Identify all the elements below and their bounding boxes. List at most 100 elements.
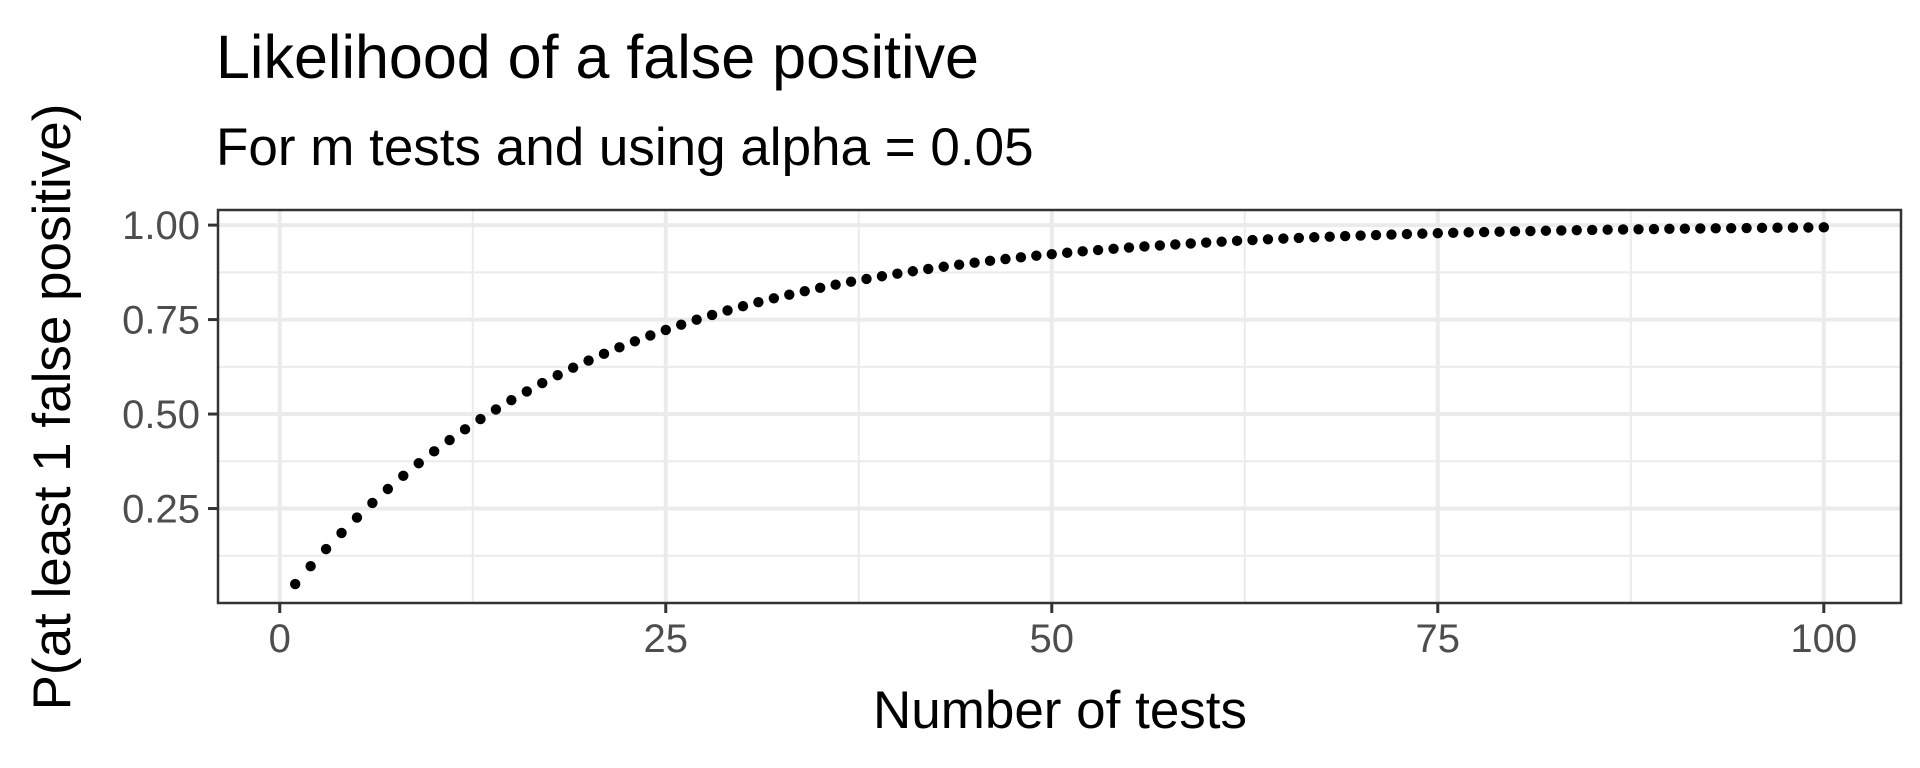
- data-point: [459, 424, 471, 435]
- data-point: [1262, 234, 1274, 245]
- data-point: [1602, 224, 1613, 235]
- data-point: [953, 259, 965, 270]
- data-point: [444, 434, 455, 446]
- data-point: [1077, 246, 1088, 257]
- data-point: [629, 336, 641, 347]
- data-point: [1247, 234, 1258, 246]
- data-point: [506, 394, 517, 406]
- x-tick-label: 100: [1790, 617, 1857, 661]
- y-tick-label: 1.00: [122, 204, 200, 248]
- data-point: [892, 268, 903, 279]
- data-point: [413, 458, 424, 469]
- data-point: [1216, 236, 1227, 247]
- data-point: [691, 314, 702, 325]
- data-point: [1139, 241, 1150, 252]
- data-point: [845, 276, 857, 287]
- data-point: [1108, 243, 1119, 255]
- data-point: [1339, 230, 1351, 242]
- data-point: [1586, 224, 1598, 236]
- data-point: [583, 355, 594, 366]
- y-axis-title: P(at least 1 false positive): [23, 104, 82, 711]
- data-point: [753, 296, 764, 308]
- data-point: [984, 255, 996, 267]
- data-point: [1540, 225, 1552, 236]
- data-point: [1123, 242, 1135, 253]
- data-point: [1386, 229, 1397, 240]
- data-point: [1571, 224, 1582, 236]
- data-point: [1031, 250, 1042, 261]
- data-point: [290, 578, 301, 590]
- data-point: [1370, 229, 1382, 241]
- data-point: [1617, 224, 1629, 235]
- data-point: [1787, 222, 1799, 233]
- data-point: [1293, 232, 1305, 244]
- data-point: [336, 527, 347, 539]
- data-point: [907, 266, 919, 277]
- data-point: [1756, 222, 1768, 234]
- data-point: [1664, 223, 1675, 235]
- data-point: [521, 386, 533, 397]
- data-point: [398, 470, 409, 482]
- data-point: [1015, 252, 1027, 263]
- data-point: [537, 377, 548, 389]
- data-point: [1710, 223, 1721, 234]
- data-point: [351, 512, 363, 523]
- data-point: [598, 348, 610, 360]
- x-axis-title: Number of tests: [873, 681, 1247, 740]
- data-point: [1324, 231, 1335, 242]
- data-point: [1231, 235, 1243, 247]
- data-point: [969, 257, 980, 268]
- y-tick-label: 0.50: [122, 393, 200, 437]
- data-point: [784, 289, 795, 300]
- data-point: [830, 279, 841, 290]
- data-point: [305, 560, 316, 572]
- data-point: [1741, 222, 1752, 234]
- data-points: [290, 222, 1829, 590]
- data-point: [1185, 238, 1196, 249]
- data-point: [1478, 226, 1490, 238]
- x-tick-label: 25: [644, 617, 689, 661]
- x-tick-label: 0: [269, 617, 291, 661]
- data-point: [876, 271, 888, 282]
- data-point: [1695, 223, 1706, 234]
- data-point: [614, 342, 625, 353]
- data-point: [1648, 223, 1660, 235]
- data-point: [799, 285, 810, 297]
- y-tick-label: 0.75: [122, 299, 200, 343]
- data-point: [1803, 222, 1814, 233]
- data-point: [1154, 240, 1166, 251]
- data-point: [1494, 226, 1505, 237]
- data-point: [1818, 222, 1829, 233]
- data-point: [475, 413, 486, 425]
- data-point: [768, 293, 780, 304]
- plot-panel-border: [216, 208, 1903, 605]
- data-point: [1401, 228, 1413, 240]
- data-point: [923, 263, 934, 275]
- data-point: [1509, 226, 1521, 237]
- data-point: [367, 497, 378, 509]
- data-point: [428, 446, 440, 457]
- data-point: [1448, 227, 1459, 238]
- chart-subtitle: For m tests and using alpha = 0.05: [216, 118, 1034, 177]
- data-point: [320, 543, 332, 555]
- data-point: [660, 324, 671, 336]
- data-point: [938, 261, 949, 272]
- data-point: [1679, 223, 1691, 234]
- data-point: [1556, 225, 1567, 236]
- data-point: [1432, 227, 1443, 239]
- data-point: [1772, 222, 1783, 233]
- data-point: [1463, 227, 1474, 238]
- chart-title: Likelihood of a false positive: [216, 23, 979, 91]
- data-point: [1000, 253, 1011, 265]
- data-point: [645, 330, 656, 341]
- data-point: [1278, 233, 1289, 244]
- data-point: [1309, 232, 1320, 243]
- y-tick-label: 0.25: [122, 488, 200, 532]
- data-point: [1200, 237, 1212, 248]
- data-point: [1417, 228, 1428, 239]
- x-tick-label: 50: [1030, 617, 1075, 661]
- data-point: [1170, 239, 1181, 250]
- data-point: [706, 309, 718, 321]
